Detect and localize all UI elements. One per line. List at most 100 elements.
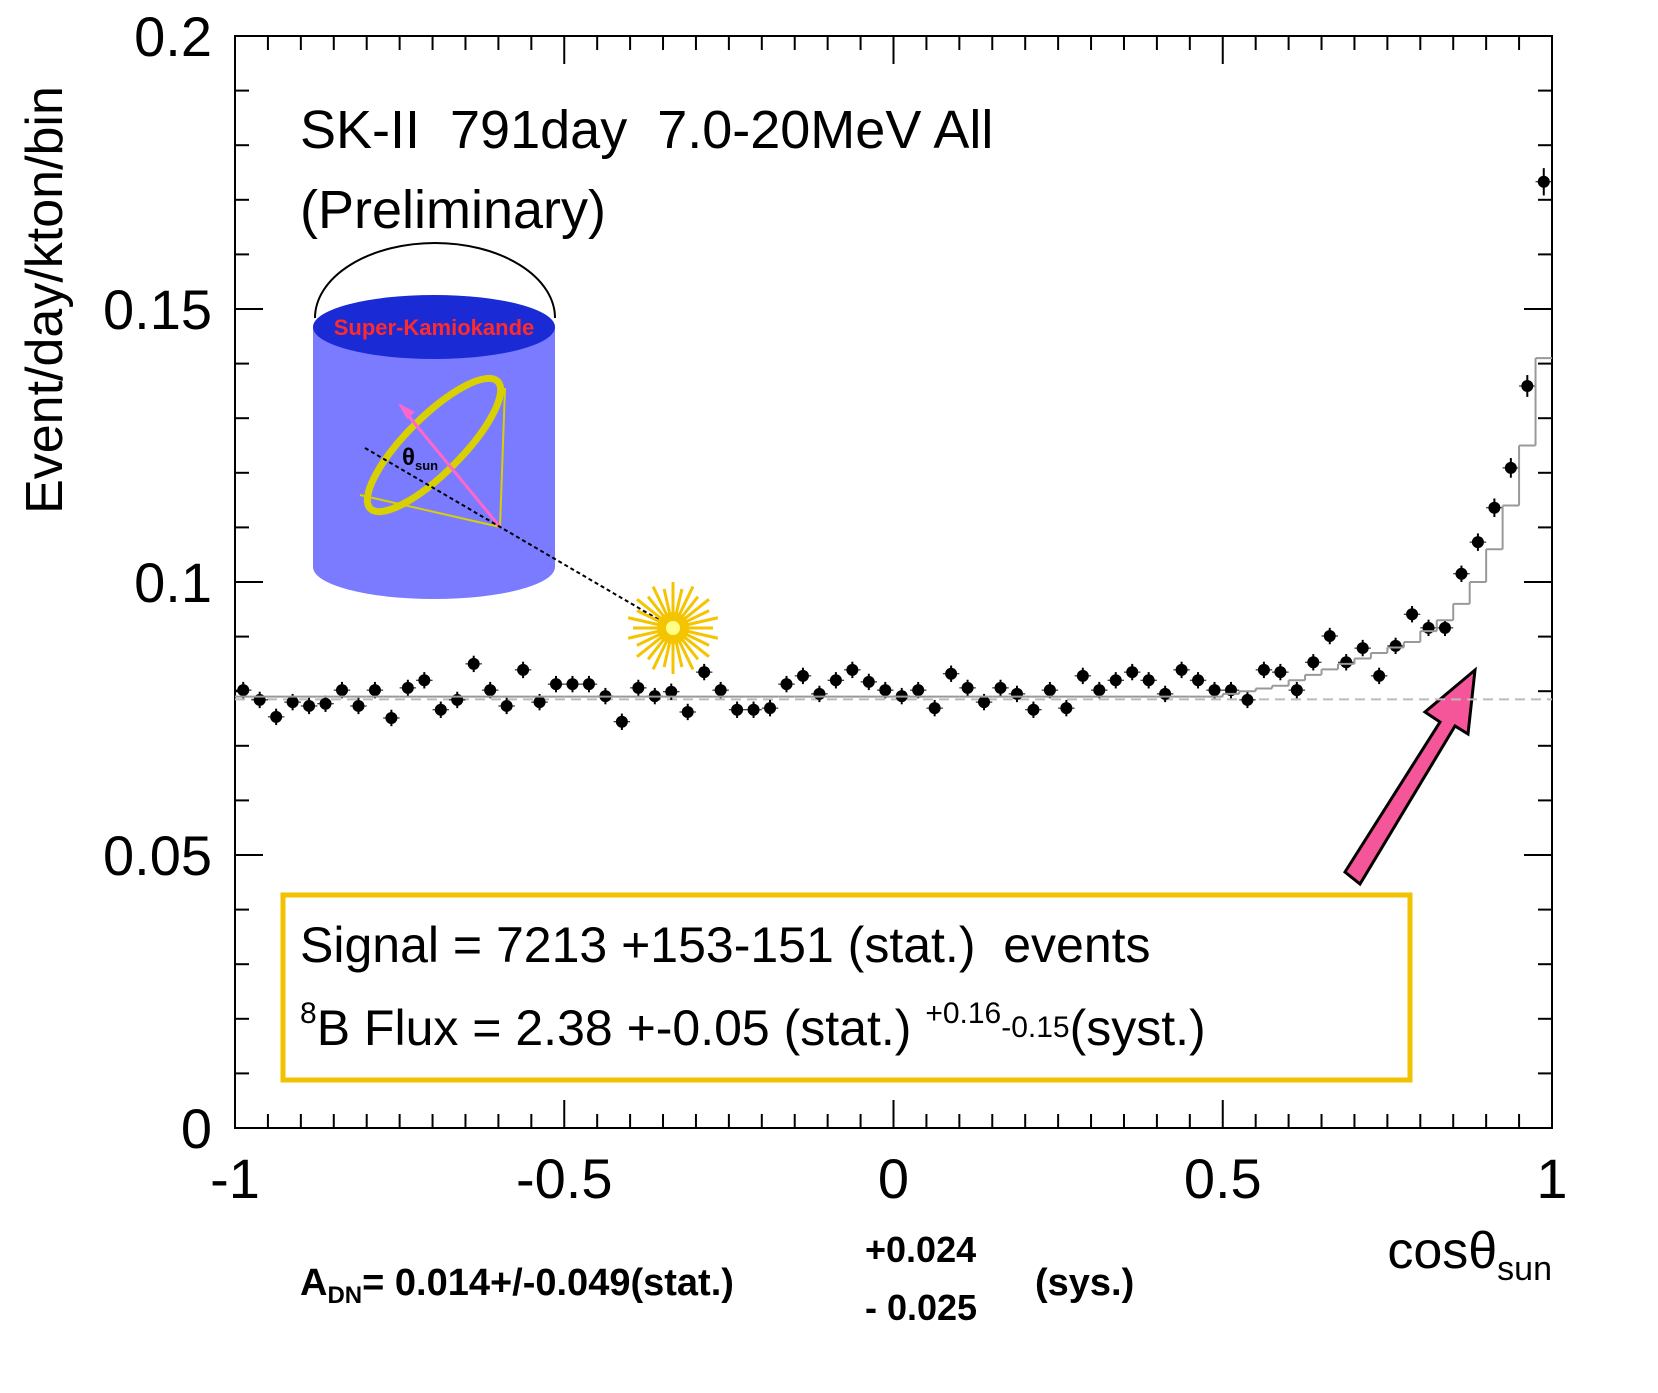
- data-point: [582, 678, 595, 691]
- sun-center: [666, 621, 680, 635]
- data-point: [1356, 642, 1369, 655]
- sun-ray: [686, 629, 719, 640]
- sun-ray: [662, 588, 672, 615]
- data-point: [286, 696, 299, 709]
- data-point: [912, 684, 925, 697]
- data-point: [615, 715, 628, 728]
- data-point: [484, 684, 497, 697]
- direction-head: [398, 403, 415, 419]
- sun-line: [364, 447, 674, 629]
- data-point: [1208, 684, 1221, 697]
- data-point: [500, 699, 513, 712]
- sun-ray: [684, 609, 710, 624]
- cylinder-bottom: [313, 535, 555, 599]
- sun-ray: [674, 641, 684, 668]
- data-point: [1093, 684, 1106, 697]
- data-point: [846, 663, 859, 676]
- x-axis-label: cosθsun: [1387, 1222, 1552, 1288]
- data-point: [533, 696, 546, 709]
- data-point: [1537, 175, 1550, 188]
- sun-ray: [646, 595, 666, 618]
- data-point: [1126, 666, 1139, 679]
- data-point: [829, 674, 842, 687]
- sun-ray: [680, 638, 700, 661]
- data-point: [928, 702, 941, 715]
- detector-illustration: Super-Kamiokande θsun: [313, 242, 719, 674]
- data-point: [714, 684, 727, 697]
- asymmetry-minus: - 0.025: [865, 1287, 977, 1328]
- angle-label: θsun: [402, 444, 438, 473]
- sun-ray: [627, 616, 660, 627]
- data-point: [1406, 608, 1419, 621]
- data-point: [1340, 656, 1353, 669]
- data-point: [1521, 379, 1534, 392]
- sun-ray: [680, 595, 700, 618]
- flux-main: B Flux = 2.38 +-0.05 (stat.): [317, 1000, 926, 1056]
- asymmetry-main: A: [300, 1262, 327, 1304]
- data-point: [945, 667, 958, 680]
- asymmetry-rest: = 0.014+/-0.049(stat.): [362, 1262, 734, 1304]
- sun-ray: [646, 638, 666, 661]
- data-point: [862, 675, 875, 688]
- x-tick-label: 0.5: [1184, 1147, 1262, 1210]
- data-point: [1471, 536, 1484, 549]
- data-point: [550, 678, 563, 691]
- flux-sup: 8: [300, 997, 317, 1030]
- data-point: [1290, 684, 1303, 697]
- sun-ray: [651, 639, 669, 671]
- data-point: [1060, 702, 1073, 715]
- angle-label-main: θ: [402, 444, 415, 471]
- data-point: [319, 697, 332, 710]
- result-box: [280, 892, 1413, 1083]
- x-axis-label-main: cosθ: [1387, 1222, 1497, 1280]
- data-point: [401, 681, 414, 694]
- data-point: [961, 681, 974, 694]
- data-point: [1142, 674, 1155, 687]
- sun-ray: [636, 635, 663, 658]
- sun-ray: [674, 588, 684, 615]
- y-tick-label: 0: [181, 1097, 212, 1160]
- sun-ray: [636, 609, 662, 624]
- asymmetry-sub: DN: [327, 1282, 362, 1309]
- sun-ray: [677, 585, 695, 617]
- data-point: [747, 703, 760, 716]
- data-point: [681, 705, 694, 718]
- data-point: [336, 684, 349, 697]
- data-point: [434, 703, 447, 716]
- data-point: [1438, 621, 1451, 634]
- flux-text: 8B Flux = 2.38 +-0.05 (stat.) +0.16-0.15…: [300, 997, 1206, 1056]
- data-point: [1043, 684, 1056, 697]
- data-point: [418, 674, 431, 687]
- x-tick-label: -1: [210, 1147, 260, 1210]
- data-point: [698, 666, 711, 679]
- sun-ray: [684, 632, 710, 647]
- sun-ray: [651, 585, 669, 617]
- chart-title: SK-II 791day 7.0-20MeV All: [300, 100, 993, 160]
- y-tick-label: 0.05: [103, 824, 212, 887]
- sun-ray: [686, 616, 719, 627]
- data-point: [303, 699, 316, 712]
- data-point: [632, 681, 645, 694]
- asymmetry-end: (sys.): [1035, 1262, 1134, 1304]
- detector-label: Super-Kamiokande: [334, 315, 535, 340]
- data-point: [517, 663, 530, 676]
- sun-ray: [677, 639, 695, 671]
- sun-ray: [627, 629, 660, 640]
- arrow: [1343, 666, 1477, 887]
- data-point: [1175, 663, 1188, 676]
- data-point: [665, 685, 678, 698]
- data-point: [467, 657, 480, 670]
- x-tick-label: 1: [1536, 1147, 1567, 1210]
- data-point: [1455, 567, 1468, 580]
- sun-ray: [683, 635, 710, 658]
- data-point: [1504, 461, 1517, 474]
- flux-minus: -0.15: [1001, 1011, 1069, 1044]
- data-point: [1389, 639, 1402, 652]
- data-point: [1323, 630, 1336, 643]
- y-tick-label: 0.15: [103, 278, 212, 341]
- data-point: [1192, 674, 1205, 687]
- data-point: [813, 687, 826, 700]
- data-point: [385, 711, 398, 724]
- direction: [400, 407, 502, 528]
